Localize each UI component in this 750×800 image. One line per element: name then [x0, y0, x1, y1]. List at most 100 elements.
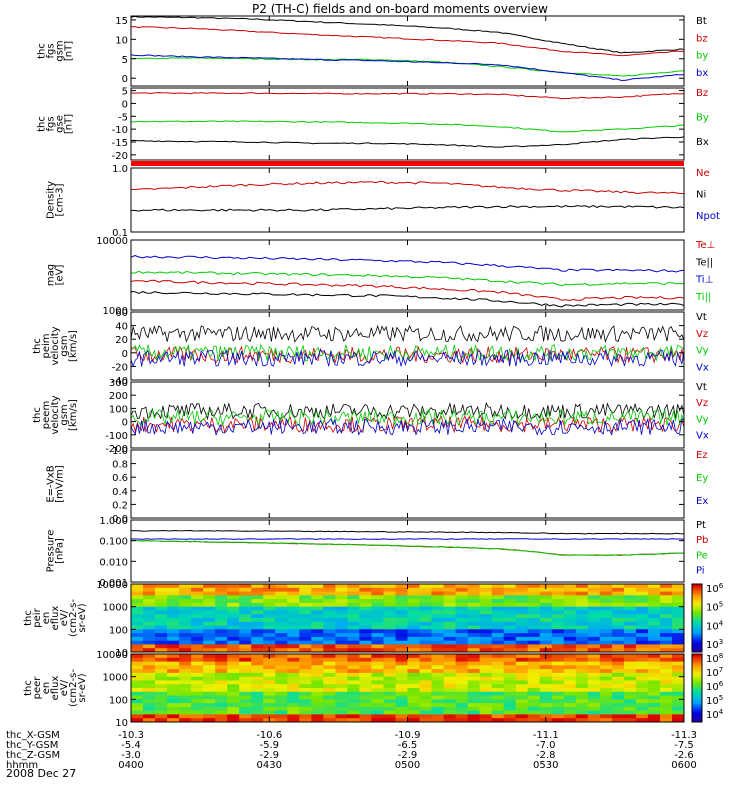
spectrogram-cell [359, 688, 372, 693]
spectrogram-cell [395, 591, 409, 596]
spectrogram-cell [467, 614, 481, 619]
spectrogram-cell [515, 644, 529, 649]
spectrogram-cell [167, 591, 180, 596]
spectrogram-cell [287, 610, 300, 615]
spectrogram-cell [660, 633, 673, 638]
spectrogram-cell [299, 584, 312, 589]
spectrogram-cell [635, 640, 649, 646]
spectrogram-cell [323, 695, 336, 700]
spectrogram-cell [395, 587, 409, 593]
spectrogram-cell [647, 636, 661, 642]
spectrogram-cell [323, 718, 336, 722]
spectrogram-cell [203, 640, 216, 646]
spectrogram-cell [203, 699, 216, 704]
spectrogram-cell [635, 614, 649, 619]
spectrogram-cell [503, 657, 517, 663]
spectrogram-cell [660, 602, 673, 608]
spectrogram-cell [455, 584, 469, 589]
spectrogram-cell [551, 691, 565, 697]
spectrogram-cell [491, 676, 505, 682]
spectrogram-cell [491, 584, 505, 589]
spectrogram-cell [587, 621, 601, 627]
spectrogram-cell [539, 633, 553, 638]
spectrogram-cell [467, 648, 481, 652]
spectrogram-cell [239, 618, 252, 623]
spectrogram-cell [263, 636, 276, 642]
spectrogram-cell [155, 684, 168, 689]
spectrogram-cell [155, 672, 168, 678]
spectrogram-cell [407, 644, 421, 649]
spectrogram-cell [215, 654, 228, 659]
spectrogram-cell [251, 636, 264, 642]
spectrogram-cell [660, 591, 673, 596]
spectrogram-cell [371, 591, 384, 596]
spectrogram-cell [203, 621, 216, 627]
spectrogram-cell [407, 614, 421, 619]
spectrogram-cell [155, 644, 168, 649]
spectrogram-cell [527, 621, 541, 627]
spectrogram-cell [431, 621, 445, 627]
spectrogram-cell [179, 676, 192, 682]
spectrogram-cell [563, 695, 577, 700]
spectrogram-cell [587, 695, 601, 700]
spectrogram-cell [191, 621, 204, 627]
spectrogram-cell [227, 654, 240, 659]
spectrogram-cell [131, 587, 144, 593]
spectrogram-cell [203, 672, 216, 678]
spectrogram-cell [395, 684, 409, 689]
spectrogram-cell [587, 644, 601, 649]
spectrogram-cell [647, 633, 661, 638]
spectrogram-cell [395, 640, 409, 646]
spectrogram-cell [335, 669, 348, 674]
colorbar-tick-label: 103 [706, 638, 723, 651]
spectrogram-cell [479, 591, 493, 596]
spectrogram-cell [287, 618, 300, 623]
spectrogram-cell [431, 602, 445, 608]
spectrogram-cell [275, 636, 288, 642]
colorbar-segment [692, 717, 702, 721]
spectrogram-cell [563, 618, 577, 623]
spectrogram-cell [251, 657, 264, 663]
spectrogram-cell [335, 657, 348, 663]
spectrogram-cell [347, 606, 360, 612]
spectrogram-cell [155, 665, 168, 670]
spectrogram-cell [131, 644, 144, 649]
legend-entry: Ne [696, 168, 710, 179]
spectrogram-cell [419, 691, 433, 697]
spectrogram-cell [347, 688, 360, 693]
spectrogram-cell [575, 714, 589, 719]
spectrogram-cell [287, 695, 300, 700]
series-line-Ni [131, 204, 684, 212]
spectrogram-cell [563, 661, 577, 666]
spectrogram-cell [383, 657, 397, 663]
panel-5: 6040200-20-40thcpeimvelocitygsm[km/s]VtV… [32, 308, 709, 387]
spectrogram-cell [647, 676, 661, 682]
spectrogram-cell [323, 654, 336, 659]
spectrogram-cell [287, 599, 300, 604]
spectrogram-cell [155, 710, 168, 716]
spectrogram-cell [359, 591, 372, 596]
spectrogram-cell [323, 618, 336, 623]
spectrogram-cell [167, 610, 180, 615]
spectrogram-cell [599, 669, 613, 674]
spectrogram-cell [611, 599, 625, 604]
colorbar-tick-label: 104 [706, 619, 724, 632]
spectrogram-cell [623, 676, 637, 682]
spectrogram-cell [191, 714, 204, 719]
spectrogram-cell [515, 710, 529, 716]
spectrogram-cell [563, 710, 577, 716]
spectrogram-cell [647, 591, 661, 596]
spectrogram-cell [131, 699, 144, 704]
spectrogram-cell [563, 602, 577, 608]
spectrogram-cell [419, 644, 433, 649]
spectrogram-cell [515, 699, 529, 704]
legend-entry: Vt [696, 382, 707, 393]
spectrogram-cell [239, 654, 252, 659]
legend-entry: Pb [696, 535, 708, 546]
y-tick-label: 1000 [103, 673, 128, 684]
spectrogram-cell [239, 676, 252, 682]
spectrogram-cell [419, 606, 433, 612]
spectrogram-cell [155, 618, 168, 623]
spectrogram-cell [323, 699, 336, 704]
